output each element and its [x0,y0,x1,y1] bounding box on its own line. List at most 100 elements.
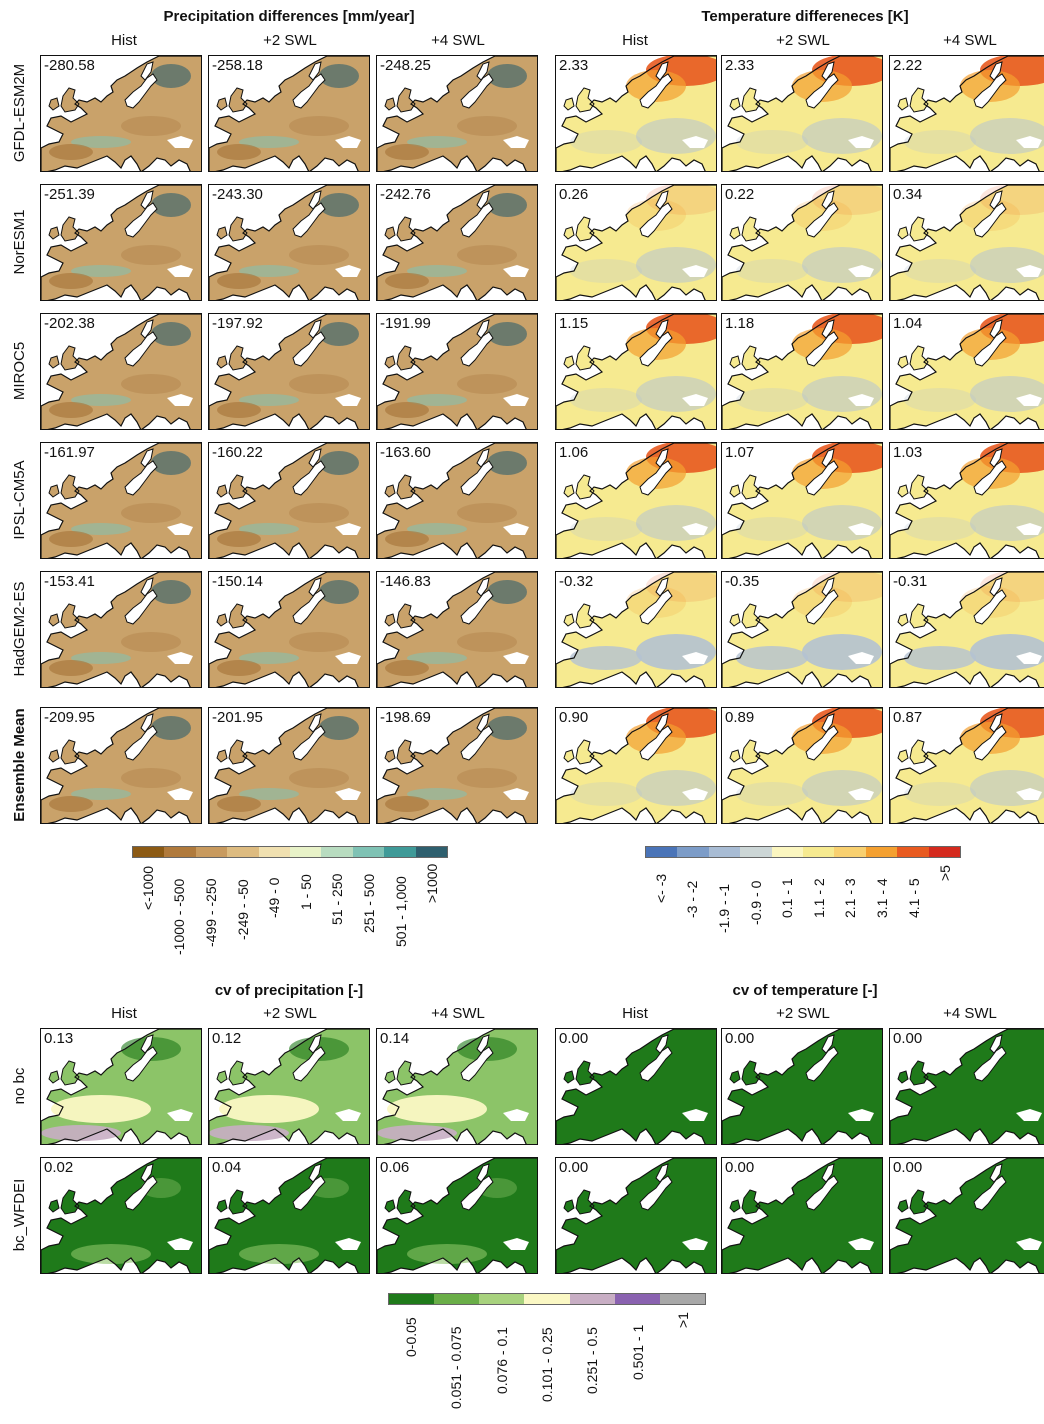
legend-swatch [133,847,165,857]
legend-label: 0-0.05 [402,1317,419,1358]
panel-value: 2.33 [725,57,755,74]
panel-value: -0.31 [893,573,928,590]
europe-map [41,56,201,171]
col-header: +4 SWL [431,32,485,49]
legend-label: 501 - 1,000 [392,876,409,948]
europe-map [556,56,716,171]
legend-swatch [258,847,291,857]
europe-map [890,314,1044,429]
legend-label: 0.1 - 1 [779,878,796,918]
cv-temp-title: cv of temperature [-] [732,982,878,999]
legend-label: <-1000 [139,866,156,911]
temp-diff-title: Temperature differeneces [K] [701,8,909,25]
europe-map [722,56,882,171]
map-panel: 1.18 [721,313,883,430]
legend-label: 4.1 - 5 [905,878,922,918]
europe-map [209,1029,369,1144]
europe-map [41,572,201,687]
legend-swatch [389,1294,435,1304]
panel-value: 1.18 [725,315,755,332]
legend-label: >5 [937,864,954,881]
map-panel: 0.04 [208,1157,370,1274]
europe-map [556,1158,716,1273]
map-panel: -280.58 [40,55,202,172]
panel-value: 0.00 [559,1030,589,1047]
col-header: +4 SWL [943,32,997,49]
legend-label: <- -3 [652,873,669,903]
panel-value: 0.12 [212,1030,242,1047]
europe-map [209,314,369,429]
map-panel: -248.25 [376,55,538,172]
panel-value: -209.95 [44,709,95,726]
map-panel: 1.06 [555,442,717,559]
panel-value: -258.18 [212,57,263,74]
europe-map [556,1029,716,1144]
europe-map [377,1029,537,1144]
legend-swatch [321,847,353,857]
map-panel: -242.76 [376,184,538,301]
legend-label: 1.1 - 2 [810,878,827,918]
panel-value: -243.30 [212,186,263,203]
panel-value: 0.89 [725,709,755,726]
legend-label: -249 - -50 [234,879,251,940]
panel-value: -0.35 [725,573,760,590]
map-panel: -201.95 [208,707,370,824]
legend-label: 0.101 - 0.25 [539,1327,555,1402]
legend-swatch [415,847,448,857]
panel-value: 1.06 [559,444,589,461]
panel-value: -163.60 [380,444,431,461]
panel-value: -161.97 [44,444,95,461]
europe-map [209,185,369,300]
map-panel: -258.18 [208,55,370,172]
legend-swatch [479,1294,525,1304]
europe-map [209,56,369,171]
map-panel: -0.31 [889,571,1044,688]
col-header: +4 SWL [431,1005,485,1022]
map-panel: 2.33 [555,55,717,172]
legend-swatch [524,1294,570,1304]
panel-value: 0.26 [559,186,589,203]
legend-swatch [677,847,709,857]
legend-swatch [659,1294,705,1304]
panel-value: 2.33 [559,57,589,74]
legend-label: 0.251 - 0.5 [584,1327,601,1395]
europe-map [890,572,1044,687]
europe-map [209,443,369,558]
europe-map [556,572,716,687]
map-panel: -0.35 [721,571,883,688]
map-panel: 1.03 [889,442,1044,559]
europe-map [890,1029,1044,1144]
map-panel: 0.06 [376,1157,538,1274]
europe-map [890,1158,1044,1273]
panel-value: -201.95 [212,709,263,726]
panel-value: 0.02 [44,1159,74,1176]
map-panel: 0.00 [721,1157,883,1274]
legend-swatch [434,1294,480,1304]
panel-value: -191.99 [380,315,431,332]
map-panel: 0.87 [889,707,1044,824]
legend-label: 3.1 - 4 [874,878,890,918]
col-header: +2 SWL [263,32,317,49]
map-panel: -202.38 [40,313,202,430]
legend-label: >1000 [424,863,441,903]
map-panel: 0.26 [555,184,717,301]
panel-value: 0.00 [893,1030,923,1047]
europe-map [209,708,369,823]
legend-label: >1 [675,1311,692,1328]
panel-value: 1.03 [893,444,923,461]
map-panel: 1.15 [555,313,717,430]
legend-swatch [897,847,929,857]
row-label: Ensemble Mean [11,708,28,822]
panel-value: 0.00 [725,1030,755,1047]
legend-swatch [708,847,741,857]
panel-value: -202.38 [44,315,95,332]
map-panel: 0.90 [555,707,717,824]
map-panel: 0.00 [889,1028,1044,1145]
europe-map [377,572,537,687]
legend-label: -1000 - -500 [171,878,188,955]
legend-label: -1.9 - -1 [716,883,732,933]
precip-diff-legend [132,846,448,858]
europe-map [377,443,537,558]
col-header: +2 SWL [776,32,830,49]
europe-map [722,314,882,429]
